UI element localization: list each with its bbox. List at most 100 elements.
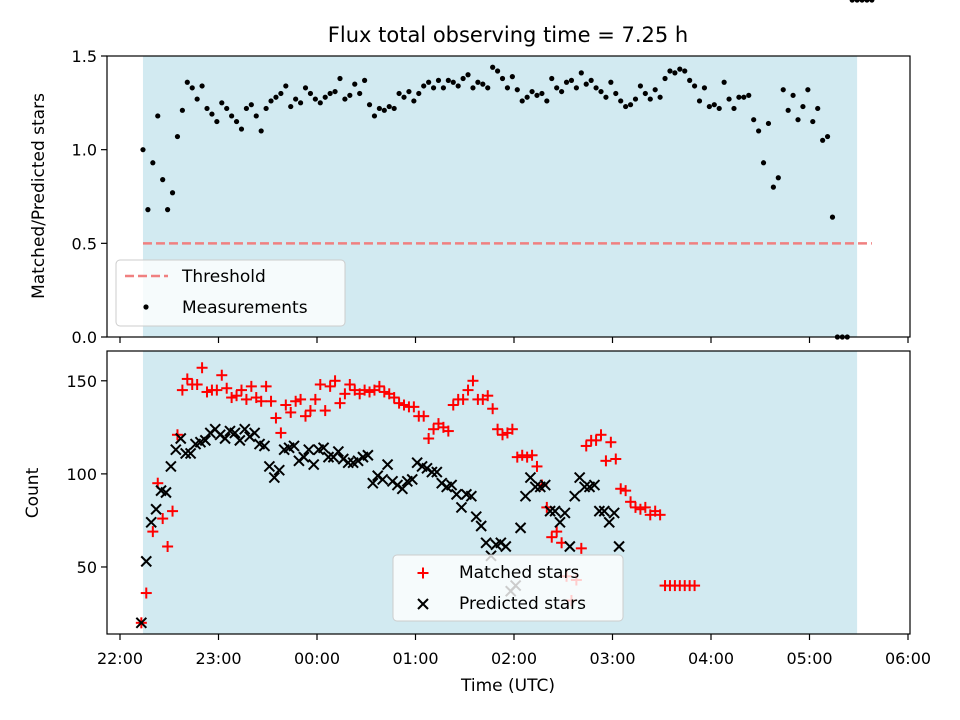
matched-stars-points bbox=[135, 362, 701, 629]
measurement-point bbox=[312, 96, 318, 102]
measurement-point bbox=[268, 98, 274, 104]
measurement-point bbox=[731, 105, 737, 112]
measurement-point bbox=[559, 88, 565, 95]
predicted-star-point bbox=[406, 473, 418, 486]
measurement-point bbox=[406, 88, 412, 95]
predicted-star-point bbox=[362, 449, 374, 461]
predicted-star-point bbox=[234, 434, 246, 447]
predicted-star-point bbox=[367, 477, 379, 489]
measurement-point bbox=[608, 79, 614, 85]
measurement-point bbox=[805, 87, 811, 93]
measurement-point bbox=[283, 83, 289, 89]
measurement-point bbox=[258, 128, 264, 134]
y-tick-label: 0.5 bbox=[72, 234, 97, 253]
predicted-star-point bbox=[288, 440, 300, 452]
matched-star-point bbox=[167, 505, 179, 517]
matched-star-point bbox=[162, 540, 174, 552]
measurement-point bbox=[701, 85, 708, 91]
matched-star-point bbox=[260, 380, 272, 392]
measurement-point bbox=[416, 90, 422, 97]
predicted-star-point bbox=[470, 510, 482, 523]
predicted-star-point bbox=[179, 447, 192, 460]
measurement-point bbox=[549, 75, 555, 82]
bottom-axes-frame bbox=[106, 350, 911, 635]
matched-star-point bbox=[231, 390, 243, 402]
measurement-point bbox=[623, 103, 629, 110]
measurement-point bbox=[317, 100, 323, 106]
top-y-ticks: 0.0 0.5 1.0 1.5 bbox=[72, 47, 107, 347]
measurement-point bbox=[371, 113, 378, 119]
predicted-star-point bbox=[273, 464, 285, 476]
measurement-point bbox=[677, 66, 683, 72]
measurement-point bbox=[563, 79, 570, 85]
measurement-point bbox=[263, 105, 269, 112]
matched-star-point bbox=[634, 503, 646, 515]
x-tick-label: 01:00 bbox=[392, 649, 438, 668]
matched-star-point bbox=[344, 379, 356, 391]
measurement-point bbox=[785, 107, 791, 113]
matched-star-point bbox=[467, 375, 479, 387]
matched-star-point bbox=[359, 384, 371, 396]
measurement-point bbox=[682, 68, 688, 74]
predicted-star-point bbox=[593, 505, 606, 517]
measurement-point bbox=[573, 85, 579, 91]
measurement-point bbox=[751, 117, 757, 123]
matched-star-point bbox=[393, 397, 405, 409]
predicted-star-point bbox=[578, 481, 591, 493]
predicted-star-point bbox=[445, 479, 458, 491]
measurement-point bbox=[233, 118, 240, 125]
measurements-legend-label: Measurements bbox=[182, 298, 308, 318]
measurement-point bbox=[721, 79, 727, 85]
measurement-point bbox=[465, 72, 471, 78]
matched-star-point bbox=[625, 496, 637, 508]
matched-star-point bbox=[600, 455, 612, 467]
matched-star-point bbox=[605, 436, 617, 448]
matched-star-point bbox=[304, 405, 316, 417]
measurement-point bbox=[386, 103, 392, 110]
measurement-point bbox=[302, 85, 309, 91]
matched-star-point bbox=[334, 397, 346, 409]
matched-star-point bbox=[319, 405, 331, 417]
predicted-star-point bbox=[480, 537, 492, 549]
measurement-point bbox=[273, 94, 279, 100]
measurement-point bbox=[238, 126, 245, 132]
matched-star-point bbox=[595, 429, 607, 441]
predicted-star-point bbox=[303, 443, 315, 456]
predicted-star-point bbox=[544, 505, 556, 517]
matched-star-point bbox=[497, 429, 509, 441]
matched-star-point bbox=[610, 453, 622, 465]
measurement-point bbox=[376, 105, 382, 112]
predicted-star-point bbox=[140, 555, 152, 568]
measurement-point bbox=[652, 87, 658, 93]
measurement-point bbox=[632, 96, 639, 102]
measurement-point bbox=[396, 90, 402, 97]
measurement-point bbox=[524, 94, 530, 100]
matched-star-point bbox=[314, 379, 326, 391]
matched-star-point bbox=[140, 587, 152, 599]
matched-star-point bbox=[388, 392, 400, 404]
measurement-point bbox=[790, 92, 796, 98]
matched-star-point bbox=[521, 451, 533, 463]
predicted-star-point bbox=[455, 501, 468, 514]
predicted-star-point bbox=[569, 490, 581, 502]
y-tick-label: 1.0 bbox=[72, 141, 97, 160]
measurement-point bbox=[169, 190, 176, 196]
predicted-star-point bbox=[608, 507, 620, 519]
measurement-point bbox=[544, 98, 550, 104]
predicted-star-point bbox=[573, 471, 586, 484]
y-tick-label: 1.5 bbox=[72, 47, 97, 66]
matched-stars-legend-label: Matched stars bbox=[459, 563, 579, 583]
y-tick-label: 0.0 bbox=[72, 328, 97, 347]
bottom-legend: Matched stars Predicted stars bbox=[392, 554, 624, 622]
measurement-point bbox=[194, 96, 200, 102]
matched-star-point bbox=[373, 380, 385, 392]
measurement-point bbox=[401, 94, 407, 100]
predicted-star-point bbox=[396, 483, 409, 495]
measurement-point bbox=[760, 160, 767, 166]
matched-star-point bbox=[191, 379, 203, 391]
matched-star-point bbox=[339, 388, 351, 400]
matched-star-point bbox=[629, 501, 641, 513]
measurement-point bbox=[347, 92, 353, 98]
measurement-point bbox=[179, 107, 185, 113]
measurement-point bbox=[475, 79, 481, 85]
